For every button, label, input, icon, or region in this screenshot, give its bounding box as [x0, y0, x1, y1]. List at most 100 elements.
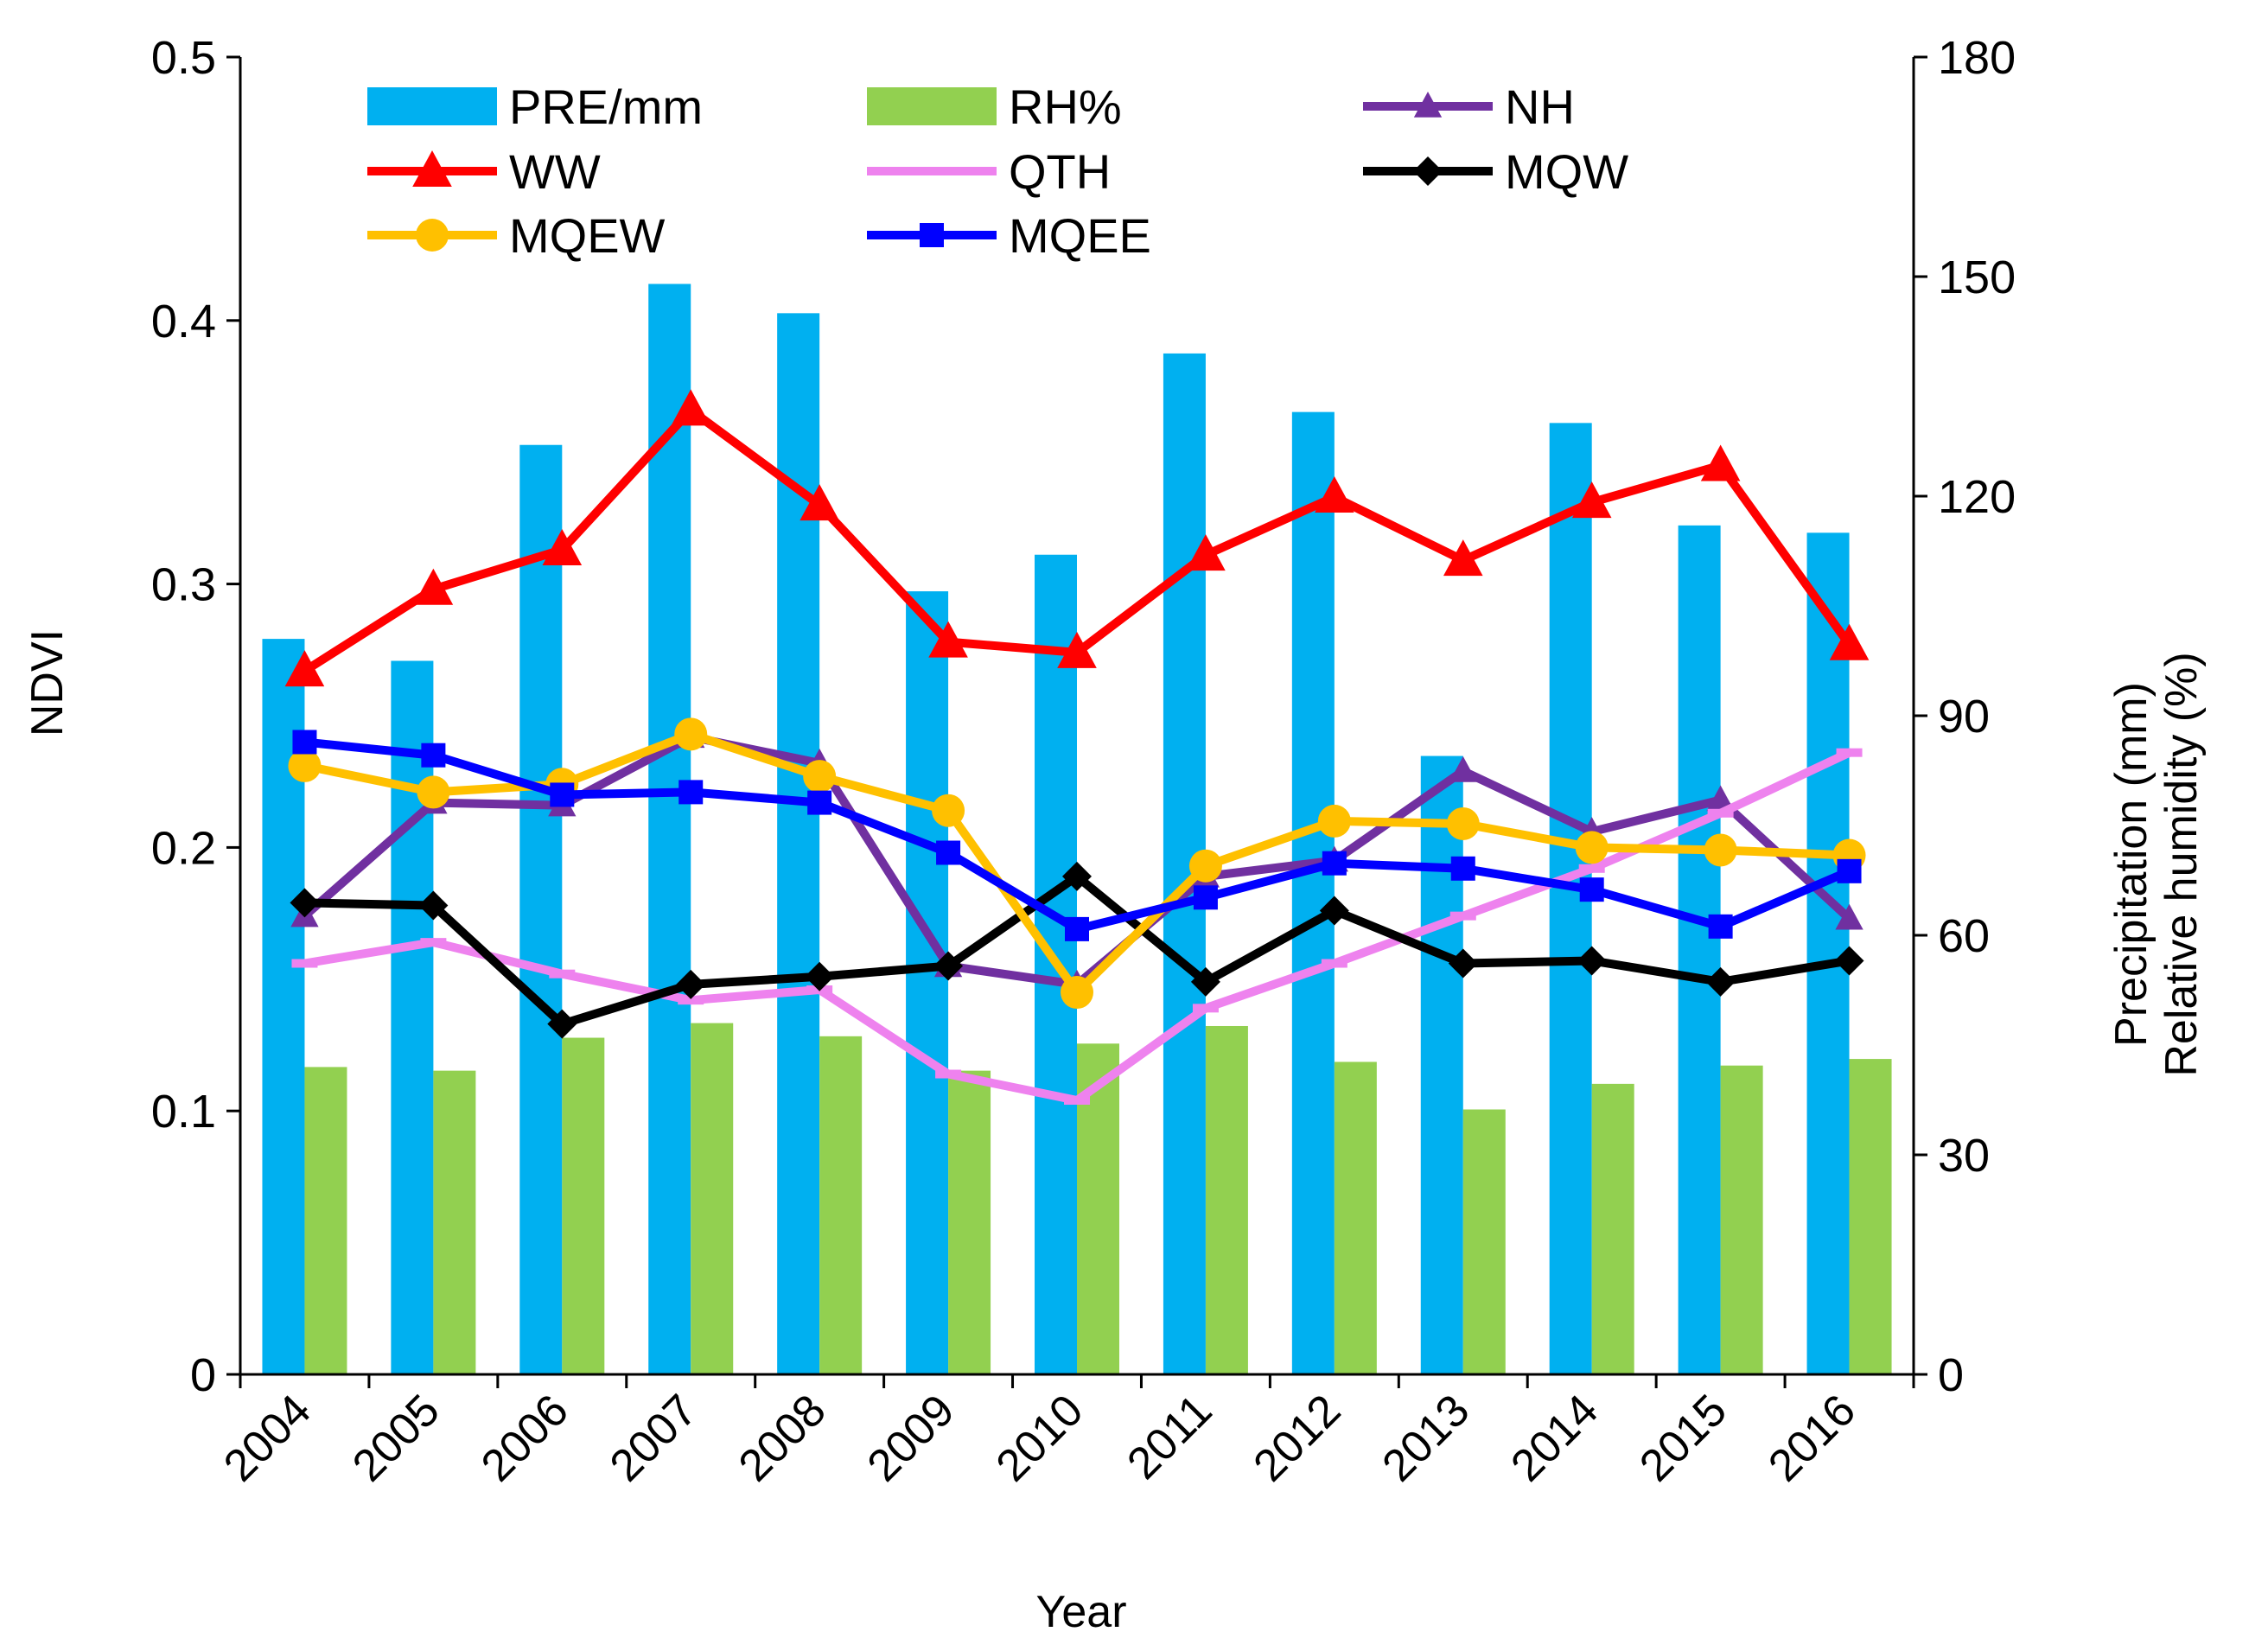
- x-tick-label-2016: 2016: [1759, 1385, 1865, 1491]
- bar-pre-mm-2012: [1291, 411, 1335, 1375]
- marker-mqee-2006: [550, 782, 575, 807]
- marker-qth-2016: [1836, 748, 1863, 757]
- marker-qth-2010: [1064, 1096, 1090, 1106]
- marker-ww-2005: [413, 568, 454, 605]
- x-tick-label-2012: 2012: [1245, 1385, 1351, 1491]
- marker-mqw-2004: [290, 888, 320, 918]
- x-tick-label-2008: 2008: [729, 1385, 836, 1491]
- bar-rh-2008: [819, 1036, 863, 1374]
- marker-mqew-2013: [1446, 806, 1480, 840]
- marker-mqw-2016: [1834, 946, 1864, 976]
- legend-swatch-pre-mm: [367, 87, 497, 125]
- marker-mqw-2008: [805, 961, 835, 991]
- marker-mqew-2008: [803, 760, 837, 794]
- bar-rh-2013: [1462, 1109, 1506, 1374]
- legend-label-mqw: MQW: [1505, 144, 1628, 199]
- legend-label-ww: WW: [509, 144, 601, 199]
- y-right-tick-label-180: 180: [1938, 32, 2016, 84]
- x-tick-label-2007: 2007: [601, 1385, 707, 1491]
- marker-qth-2005: [420, 938, 447, 947]
- marker-mqew-2012: [1317, 804, 1351, 838]
- bar-rh-2016: [1849, 1059, 1892, 1374]
- bar-pre-mm-2009: [906, 591, 949, 1374]
- marker-mqw-2011: [1190, 966, 1220, 997]
- marker-mqew-2014: [1575, 831, 1609, 864]
- x-tick-label-2015: 2015: [1630, 1385, 1736, 1491]
- marker-mqw-2009: [933, 951, 964, 981]
- marker-ww-2006: [542, 528, 583, 565]
- legend: PRE/mm RH% NH WW QTH MQW MQEW MQEE: [367, 80, 1628, 263]
- y-axis-right-title-line2: Relative humidity (%): [2157, 652, 2207, 1076]
- bar-rh-2015: [1720, 1065, 1763, 1374]
- bar-pre-mm-2006: [519, 444, 563, 1374]
- y-axis-left-title: NDVI: [22, 629, 73, 736]
- marker-mqw-2006: [547, 1009, 577, 1039]
- x-tick-label-2006: 2006: [472, 1385, 578, 1491]
- marker-mqee-2004: [292, 730, 317, 755]
- marker-ww-2012: [1315, 476, 1354, 513]
- marker-qth-2014: [1578, 864, 1605, 873]
- x-axis-title: Year: [1035, 1587, 1126, 1637]
- marker-mqw-2012: [1319, 896, 1349, 926]
- marker-qth-2009: [935, 1069, 962, 1079]
- legend-marker-mqew: [416, 219, 449, 252]
- y-right-tick-label-90: 90: [1938, 691, 1990, 743]
- marker-mqw-2015: [1705, 966, 1736, 997]
- line-layer: [284, 389, 1870, 1106]
- bar-pre-mm-2007: [648, 284, 691, 1374]
- y-axis-right-title-line1: Precipitation (mm): [2106, 682, 2157, 1047]
- marker-mqee-2010: [1065, 916, 1089, 941]
- bar-rh-2009: [948, 1070, 991, 1374]
- legend-label-pre-mm: PRE/mm: [509, 80, 703, 134]
- legend-marker-nh: [1413, 92, 1443, 118]
- marker-ww-2004: [284, 650, 325, 687]
- legend-label-mqew: MQEW: [509, 208, 666, 263]
- marker-mqew-2010: [1061, 976, 1093, 1010]
- x-tick-label-2014: 2014: [1501, 1385, 1608, 1491]
- marker-qth-2004: [291, 959, 318, 968]
- marker-ww-2016: [1829, 623, 1870, 660]
- bar-pre-mm-2005: [391, 660, 434, 1374]
- bar-rh-2012: [1334, 1061, 1377, 1374]
- legend-label-qth: QTH: [1009, 144, 1111, 199]
- marker-qth-2011: [1192, 1004, 1219, 1013]
- marker-nh-2016: [1835, 903, 1863, 930]
- y-left-tick-label-0.3: 0.3: [151, 559, 216, 611]
- legend-marker-mqw: [1413, 156, 1443, 186]
- legend-label-nh: NH: [1505, 80, 1575, 134]
- y-left-tick-label-0.4: 0.4: [151, 296, 216, 347]
- x-tick-label-2009: 2009: [858, 1385, 965, 1491]
- marker-mqee-2007: [678, 780, 704, 805]
- y-right-tick-label-60: 60: [1938, 910, 1990, 962]
- marker-mqee-2012: [1322, 851, 1347, 876]
- marker-qth-2015: [1707, 808, 1734, 818]
- y-right-tick-label-30: 30: [1938, 1130, 1990, 1182]
- bar-pre-mm-2015: [1678, 525, 1721, 1374]
- marker-mqw-2007: [676, 969, 706, 999]
- marker-mqw-2010: [1062, 861, 1092, 891]
- marker-mqew-2015: [1704, 833, 1737, 867]
- marker-nh-2013: [1449, 756, 1477, 782]
- marker-nh-2015: [1706, 785, 1735, 812]
- marker-mqee-2013: [1450, 856, 1475, 881]
- y-right-tick-label-120: 120: [1938, 471, 2016, 523]
- marker-qth-2012: [1321, 959, 1347, 968]
- marker-mqee-2014: [1579, 877, 1604, 902]
- legend-marker-qth: [919, 167, 945, 175]
- x-tick-label-2011: 2011: [1118, 1385, 1221, 1488]
- x-tick-label-2004: 2004: [214, 1385, 321, 1491]
- marker-mqee-2005: [421, 743, 446, 768]
- bar-rh-2007: [691, 1023, 734, 1374]
- legend-marker-ww: [412, 150, 452, 187]
- legend-label-mqee: MQEE: [1009, 208, 1151, 263]
- marker-mqw-2014: [1577, 946, 1607, 976]
- x-tick-label-2013: 2013: [1373, 1385, 1479, 1491]
- marker-mqee-2008: [807, 790, 832, 815]
- bar-rh-2005: [433, 1070, 476, 1374]
- marker-ww-2007: [671, 389, 711, 426]
- y-left-tick-label-0.1: 0.1: [151, 1086, 216, 1138]
- marker-ww-2010: [1057, 631, 1097, 668]
- legend-swatch-rh: [867, 87, 997, 125]
- marker-qth-2013: [1449, 911, 1476, 921]
